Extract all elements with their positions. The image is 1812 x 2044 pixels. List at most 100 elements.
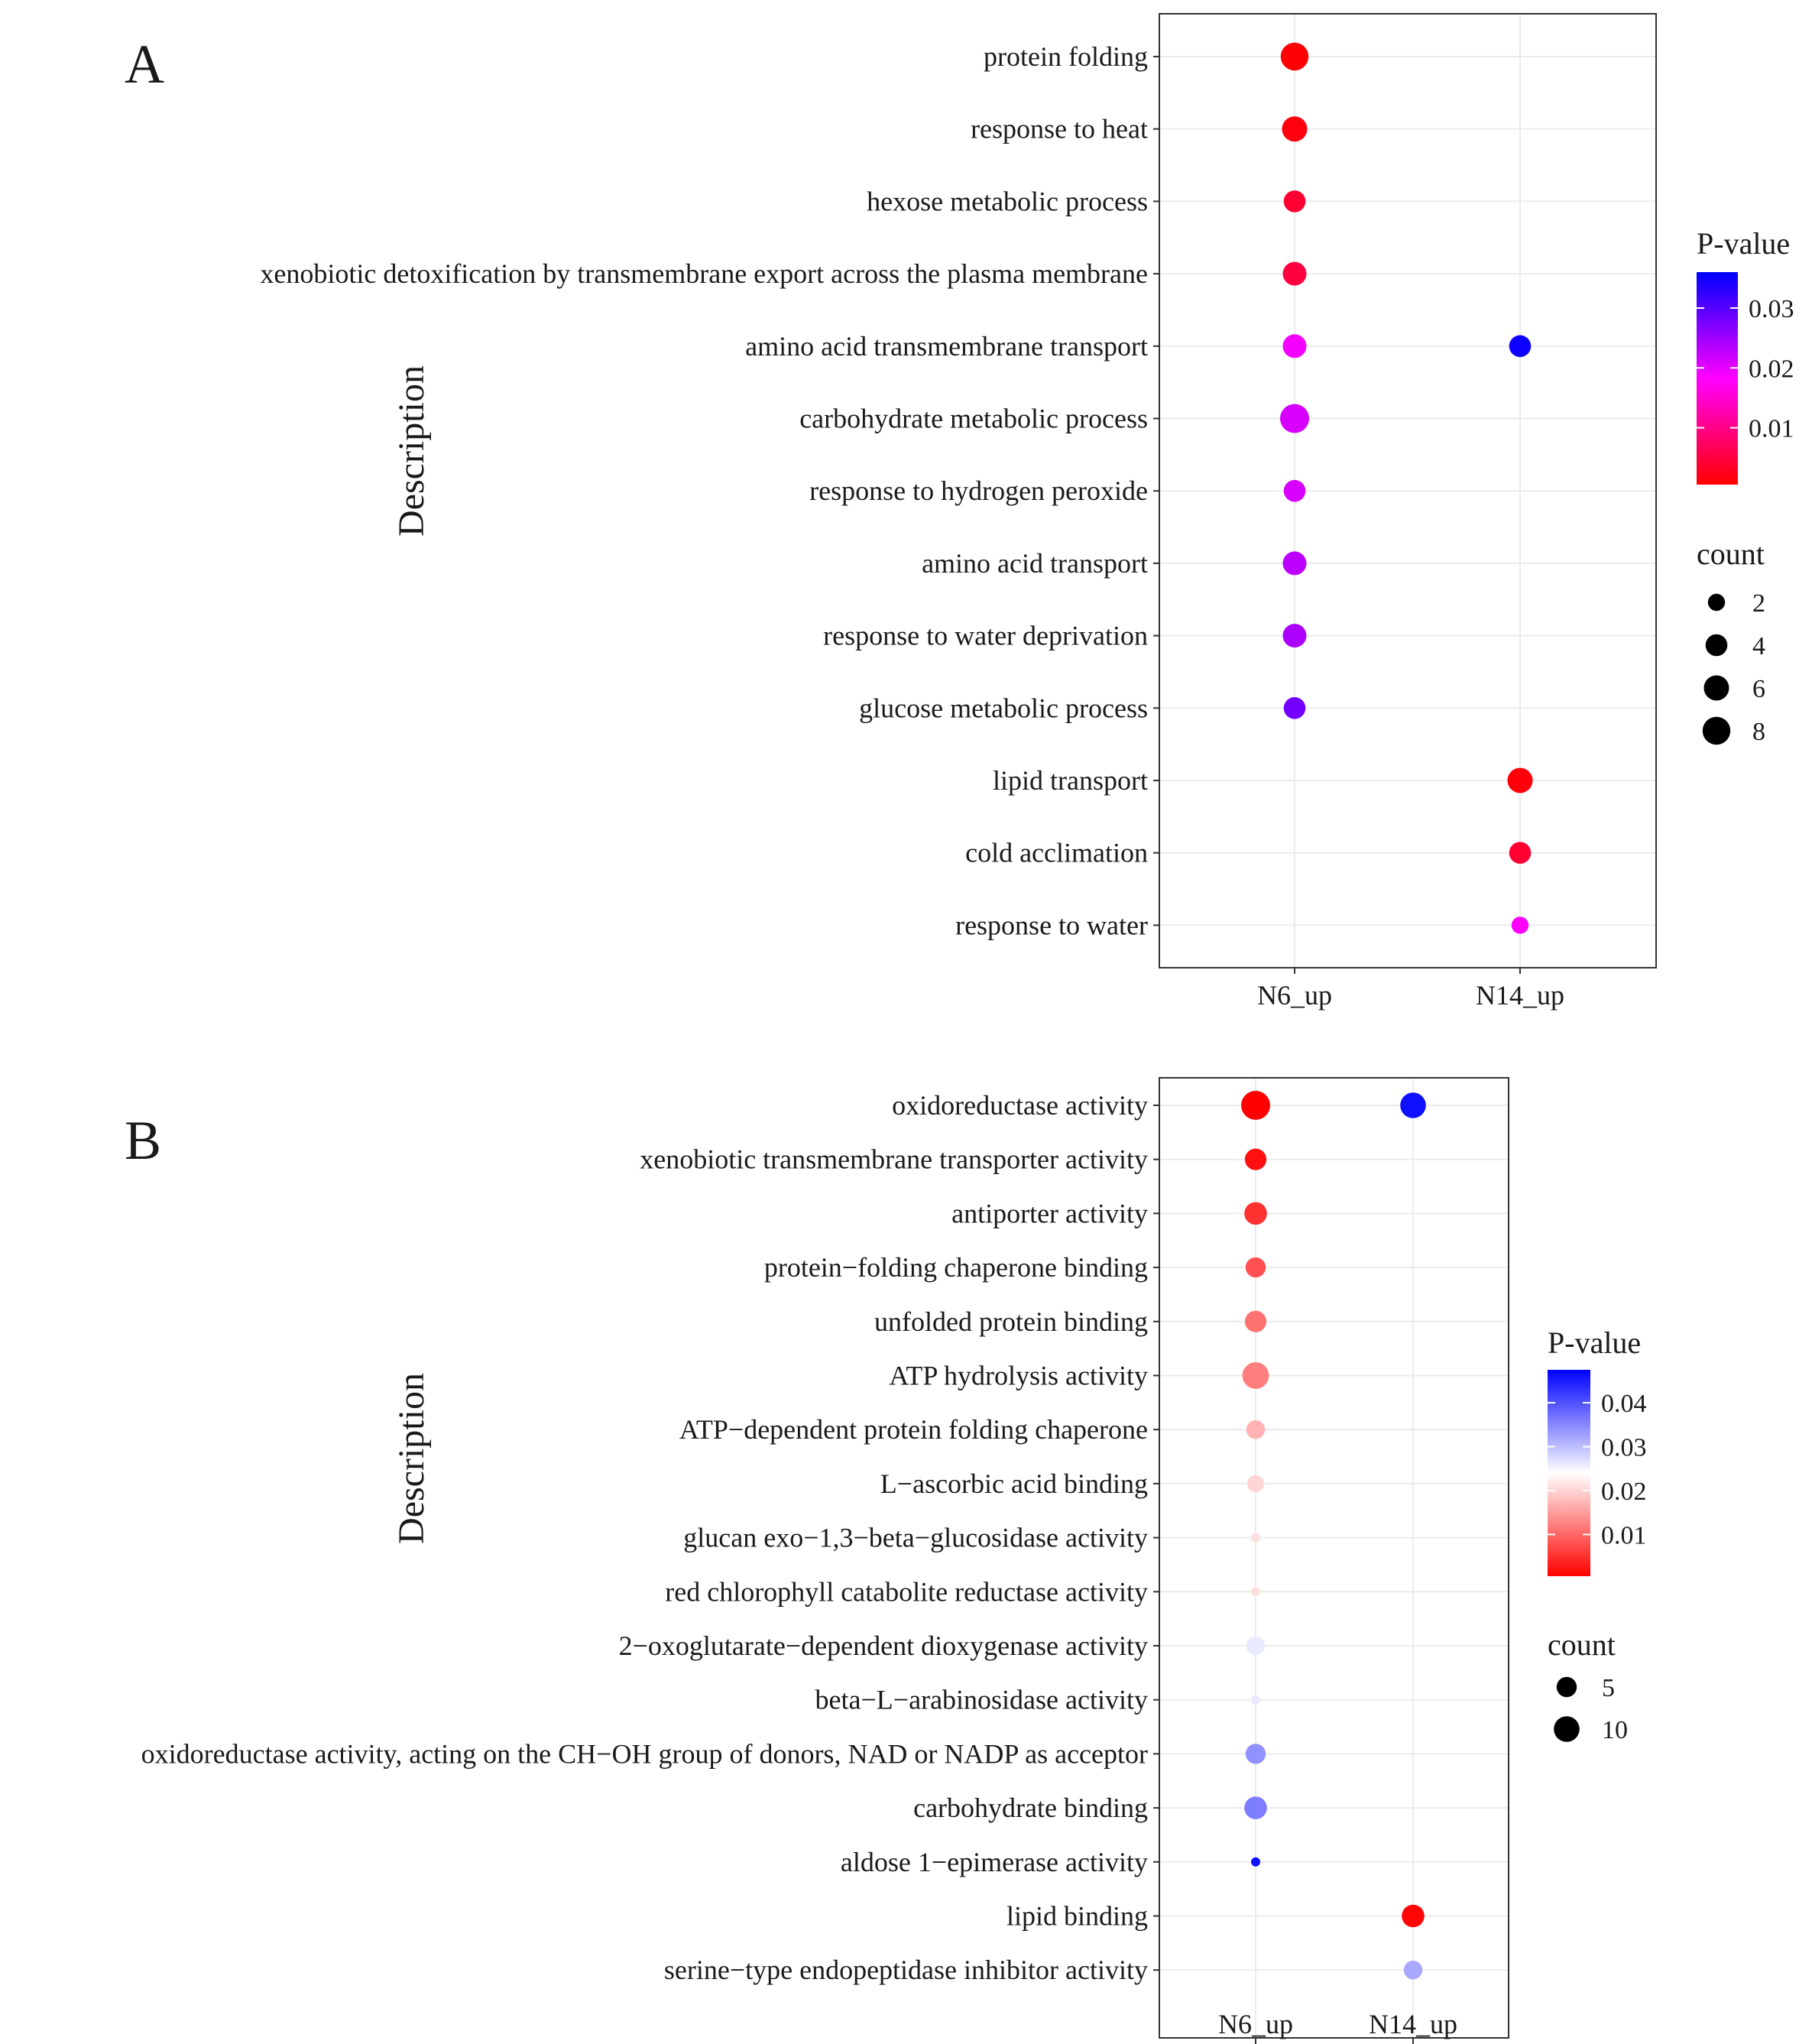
data-point [1507,767,1533,793]
size-legend-title-a: count [1697,537,1765,571]
colorbar-tick-label: 0.03 [1601,1434,1647,1462]
y-tick-label: glucan exo−1,3−beta−glucosidase activity [683,1523,1148,1553]
data-point [1246,1636,1266,1656]
y-tick-label: L−ascorbic acid binding [880,1468,1148,1499]
y-ticks-b: oxidoreductase activity xenobiotic transm… [141,1090,1159,1985]
size-legend-a: 2 4 6 8 [1702,589,1765,746]
data-point [1251,1857,1260,1867]
y-tick-label: lipid binding [1006,1901,1148,1932]
y-tick-label: unfolded protein binding [874,1306,1148,1337]
y-tick-label: hexose metabolic process [867,186,1148,216]
y-ticks-a: protein folding response to heat hexose me… [260,41,1159,940]
data-point [1280,404,1309,433]
data-point [1244,1202,1267,1225]
y-tick-label: 2−oxoglutarate−dependent dioxygenase act… [619,1630,1148,1661]
panel-letter-b: B [125,1110,161,1171]
data-point [1509,842,1532,864]
x-tick-label: N14_up [1369,2009,1457,2039]
colorbar-tick-label: 0.01 [1601,1521,1647,1549]
points-a [1280,42,1533,934]
y-tick-label: glucose metabolic process [859,693,1148,723]
legend-b: P-value 0.01 0.02 0.03 0.04 count 5 10 [1548,1325,1647,1744]
y-tick-label: response to hydrogen peroxide [809,475,1148,506]
color-legend-title-a: P-value [1697,226,1790,261]
x-ticks-b: N6_up N14_up [1218,2009,1457,2044]
size-legend-label: 8 [1752,718,1765,746]
data-point [1282,624,1307,648]
y-tick-label: response to heat [971,114,1148,144]
y-tick-label: carbohydrate metabolic process [799,404,1148,434]
y-tick-label: aldose 1−epimerase activity [841,1847,1148,1877]
size-legend-label: 5 [1602,1674,1615,1702]
colorbar-tick-label: 0.01 [1749,415,1794,443]
y-tick-label: xenobiotic transmembrane transporter act… [640,1144,1148,1175]
size-legend-dot [1703,675,1729,701]
plot-border-b [1159,1077,1509,2039]
data-point [1245,1744,1266,1764]
size-legend-b: 5 10 [1554,1674,1628,1744]
data-point [1280,42,1309,71]
y-tick-label: oxidoreductase activity, acting on the C… [141,1738,1148,1769]
y-tick-label: oxidoreductase activity [892,1090,1148,1121]
data-point [1509,335,1532,358]
data-point [1245,1257,1266,1278]
y-tick-label: serine−type endopeptidase inhibitor acti… [664,1955,1148,1985]
y-tick-label: carbohydrate binding [913,1793,1148,1823]
y-tick-label: antiporter activity [951,1198,1148,1228]
size-legend-label: 2 [1752,589,1765,618]
data-point [1282,551,1307,576]
color-legend-title-b: P-value [1548,1325,1641,1360]
y-tick-label: beta−L−arabinosidase activity [815,1685,1148,1715]
size-legend-dot [1556,1676,1577,1698]
data-point [1283,697,1306,719]
size-legend-dot [1702,716,1731,745]
y-tick-label: ATP−dependent protein folding chaperone [679,1414,1148,1445]
y-tick-label: lipid transport [993,765,1148,796]
y-tick-label: ATP hydrolysis activity [889,1361,1148,1391]
data-point [1246,1475,1265,1492]
panel-a: A Description protein folding response to… [125,13,1794,1011]
data-point [1283,190,1306,213]
data-point [1244,1796,1267,1819]
data-point [1241,1091,1270,1120]
y-tick-label: xenobiotic detoxification by transmembra… [260,258,1148,289]
data-point [1511,917,1529,934]
data-point [1244,1148,1267,1170]
y-tick-label: cold acclimation [965,838,1148,868]
colorbar-tick-label: 0.03 [1749,295,1794,323]
y-axis-title-b: Description [391,1373,432,1544]
data-point [1403,1961,1423,1980]
y-axis-title-a: Description [391,365,432,537]
x-tick-label: N6_up [1257,980,1332,1011]
legend-a: P-value 0.01 0.02 0.03 count 2 4 6 8 [1697,226,1794,746]
size-legend-dot [1554,1716,1580,1742]
size-legend-dot [1707,593,1726,612]
colorbar-tick-label: 0.02 [1601,1478,1647,1506]
y-tick-label: red chlorophyll catabolite reductase act… [665,1576,1148,1607]
y-tick-label: protein folding [984,41,1148,72]
size-legend-title-b: count [1548,1627,1616,1662]
data-point [1251,1533,1260,1543]
size-legend-label: 10 [1602,1716,1628,1744]
y-tick-label: response to water [955,910,1148,940]
panel-b: B Description oxidoreductase activity xen… [125,1077,1647,2044]
data-point [1251,1695,1260,1705]
data-point [1282,334,1307,359]
y-tick-label: amino acid transport [922,548,1148,579]
x-ticks-a: N6_up N14_up [1257,968,1564,1011]
x-tick-label: N6_up [1218,2009,1293,2039]
size-legend-label: 4 [1752,632,1765,660]
data-point [1282,116,1308,142]
points-b [1241,1091,1426,1980]
data-point [1402,1904,1425,1928]
colorbar-ticks-b: 0.01 0.02 0.03 0.04 [1548,1390,1647,1549]
colorbar-ticks-a: 0.01 0.02 0.03 [1697,295,1794,443]
x-tick-label: N14_up [1476,980,1564,1011]
colorbar-tick-label: 0.04 [1601,1390,1647,1418]
y-tick-label: protein−folding chaperone binding [764,1252,1148,1283]
data-point [1246,1420,1266,1439]
data-point [1283,479,1306,502]
gridlines-b [1159,1078,1509,2038]
size-legend-label: 6 [1752,675,1765,703]
